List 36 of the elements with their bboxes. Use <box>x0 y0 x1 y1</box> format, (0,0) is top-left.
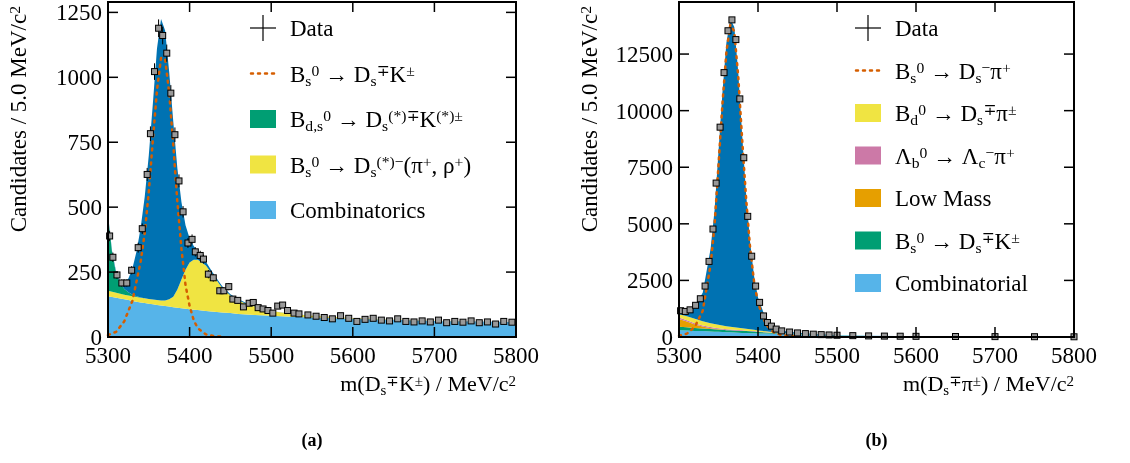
x-tick-label: 5400 <box>735 343 781 368</box>
legend-label: Combinatorial <box>895 271 1028 297</box>
y-tick-label: 2500 <box>627 268 673 294</box>
x-tick-label: 5800 <box>1051 343 1097 368</box>
legend-label: B$_{s}$$^{0}$ → D$_{s}$$^{∓}$K$^{±}$ <box>290 61 415 89</box>
y-tick-label: 7500 <box>627 155 673 181</box>
y-tick-label: 750 <box>67 130 102 156</box>
legend-label: B$_{d}$$^{0}$ → D$_{s}$$^{∓}$π$^{±}$ <box>895 101 1017 129</box>
legend-label: Data <box>290 16 334 42</box>
legend-label: Low Mass <box>895 186 992 212</box>
x-tick-label: 5700 <box>972 343 1018 368</box>
y-tick-label: 1000 <box>56 65 102 91</box>
y-tick-label: 5000 <box>627 211 673 237</box>
y-tick-label: 500 <box>67 195 102 221</box>
legend-label: B$_{s}$$^{0}$ → D$_{s}$$^{∓}$K$^{±}$ <box>895 228 1020 256</box>
text: B$_{s}$$^{0}$ → D$_{s}$$^{(*)−}$(π$^{+}$, ρ$^{+}$) <box>290 152 472 180</box>
x-tick-label: 5400 <box>166 343 213 368</box>
text: (b) <box>865 430 888 451</box>
text: (a) <box>301 430 323 451</box>
x-tick-label: 5700 <box>411 343 458 368</box>
y-tick-label: 1250 <box>56 0 102 26</box>
x-tick-label: 5600 <box>329 343 376 368</box>
y-tick-label: 10000 <box>615 98 673 124</box>
x-tick-label: 5600 <box>893 343 939 368</box>
x-tick-label: 5500 <box>814 343 860 368</box>
x-tick-label: 5500 <box>248 343 295 368</box>
y-tick-label: 12500 <box>615 42 673 68</box>
legend-label: B$_{s}$$^{0}$ → D$_{s}$$^{−}$π$^{+}$ <box>895 58 1011 86</box>
x-axis-title: m(D$_{s}$$^{∓}$π$^{±}$) / MeV/c$^{2}$ <box>902 371 1074 398</box>
y-tick-label: 250 <box>67 260 102 286</box>
x-tick-label: 5800 <box>493 343 539 368</box>
legend-label: Data <box>895 16 939 42</box>
legend-label: B$_{d,s}$$^{0}$ → D$_{s}$$^{(*)∓}$K$^{(*)±}$ <box>290 107 463 135</box>
legend-label: Λ$_{b}$$^{0}$ → Λ$_{c}$$^{−}$π$^{+}$ <box>895 143 1015 171</box>
legend-label: Combinatorics <box>290 198 426 224</box>
x-axis-title: m(D$_{s}$$^{∓}$K$^{±}$) / MeV/c$^{2}$ <box>340 371 516 398</box>
